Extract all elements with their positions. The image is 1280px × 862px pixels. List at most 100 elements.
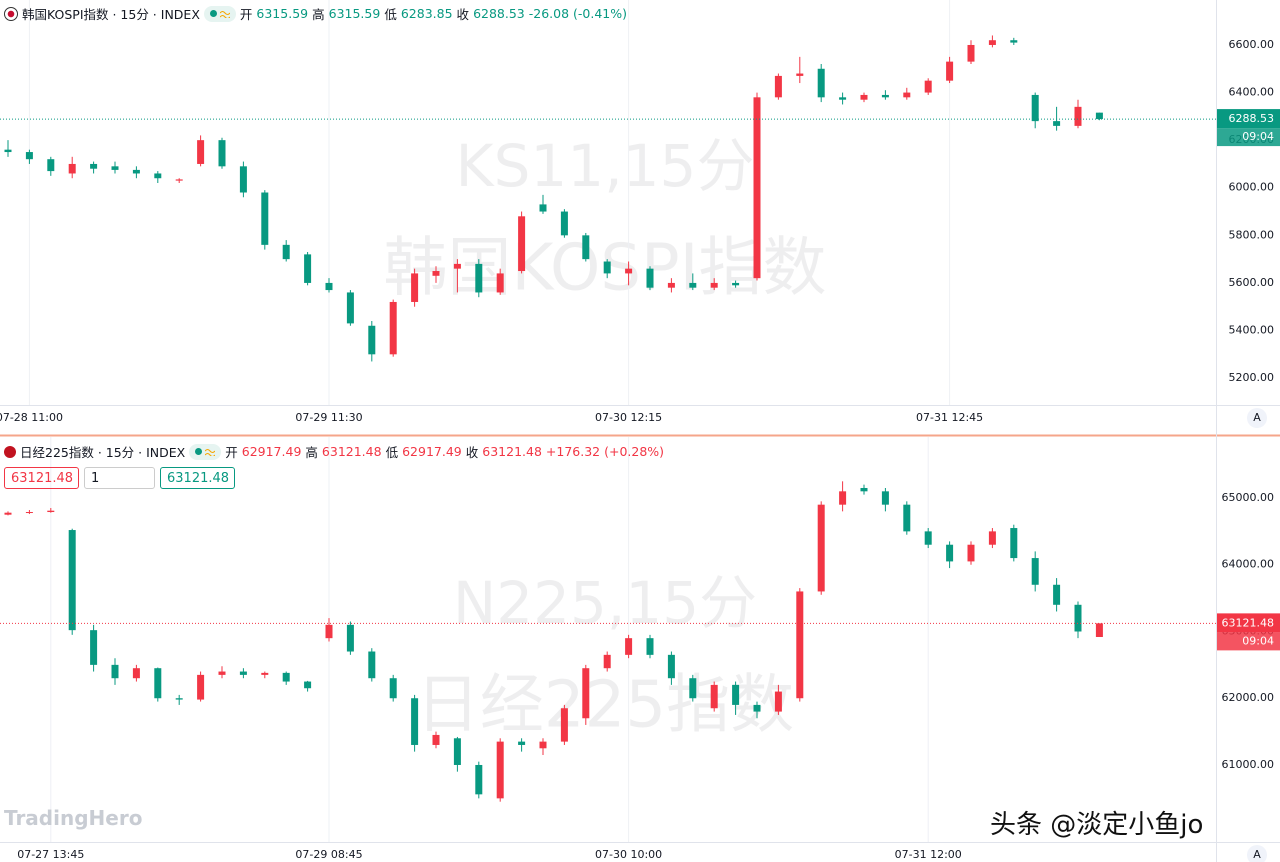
candle-body <box>560 708 568 742</box>
candle-body <box>411 273 419 302</box>
candle-body <box>603 261 611 274</box>
candle-body <box>432 734 440 745</box>
wave-icon <box>219 10 230 18</box>
x-tick-label: 07-27 13:45 <box>17 848 84 861</box>
status-pill[interactable] <box>203 5 236 22</box>
legend-value: 62917.49 <box>241 444 302 459</box>
candle-body <box>389 678 397 699</box>
candle-body <box>68 530 76 631</box>
candle-body <box>560 211 568 236</box>
candle-body <box>389 301 397 355</box>
candle-body <box>496 273 504 293</box>
candle-body <box>988 531 996 545</box>
x-tick-label: 07-29 11:30 <box>295 411 362 424</box>
y-tick-label: 5600.00 <box>1229 276 1275 289</box>
candle-body <box>175 698 183 700</box>
last-price-box <box>1217 109 1280 129</box>
candle-body <box>197 140 205 164</box>
candle-body <box>903 92 911 98</box>
status-pill[interactable] <box>189 443 222 460</box>
legend-value: 63121.48 <box>482 444 542 459</box>
candle-body <box>1010 528 1018 559</box>
quantity-input[interactable]: 1 <box>84 467 155 489</box>
candle-body <box>25 512 33 514</box>
candle-body <box>518 216 526 272</box>
candle-body <box>496 741 504 799</box>
candle-body <box>1053 121 1061 126</box>
y-tick-label: 6000.00 <box>1229 181 1275 194</box>
legend-value: 6315.59 <box>256 6 309 21</box>
last-price-box <box>1217 613 1280 633</box>
candle-body <box>325 624 333 639</box>
candle-body <box>539 204 547 212</box>
legend-label: 高 <box>312 7 325 22</box>
candle-body <box>603 654 611 669</box>
legend-value: 62917.49 <box>402 444 462 459</box>
candle-body <box>175 179 183 181</box>
x-tick-label: 07-29 08:45 <box>295 848 362 861</box>
time-label: 09:04 <box>1242 634 1274 647</box>
candle-body <box>411 698 419 745</box>
candle-body <box>282 672 290 682</box>
candle-body <box>667 654 675 679</box>
candle-body <box>796 591 804 699</box>
candle-body <box>325 282 333 291</box>
candle-body <box>539 741 547 749</box>
candle-body <box>753 97 761 279</box>
x-tick-label: 07-31 12:00 <box>895 848 962 861</box>
candle-body <box>924 531 932 545</box>
wave-icon <box>205 448 216 456</box>
chart-title: 日经225指数 · 15分 · INDEX <box>20 445 186 460</box>
y-tick-label: 62000.00 <box>1222 691 1275 704</box>
candle-body <box>774 691 782 712</box>
candle-body <box>218 140 226 167</box>
candle-body <box>903 504 911 532</box>
candle-body <box>4 512 12 515</box>
x-tick-label: 07-30 12:15 <box>595 411 662 424</box>
last-price-label: 6288.53 <box>1229 112 1275 125</box>
legend-label: 低 <box>385 445 399 460</box>
candle-body <box>282 244 290 260</box>
candle-body <box>839 491 847 505</box>
candle-body <box>710 684 718 709</box>
legend-change: +176.32 (+0.28%) <box>545 444 665 459</box>
candle-body <box>346 292 354 324</box>
candle-body <box>817 504 825 592</box>
candle-body <box>646 638 654 655</box>
auto-button[interactable] <box>1247 845 1267 862</box>
flag-icon <box>4 6 18 21</box>
candle-body <box>732 684 740 705</box>
sell-price-box[interactable]: 63121.48 <box>4 467 79 489</box>
time-box <box>1217 128 1280 147</box>
candle-body <box>453 738 461 765</box>
time-box <box>1217 632 1280 651</box>
legend-label: 开 <box>225 445 238 460</box>
legend-value: 63121.48 <box>321 444 382 459</box>
y-tick-label: 64000.00 <box>1222 558 1275 571</box>
watermark: KS11,15分 <box>456 132 755 200</box>
x-tick-label: 07-31 12:45 <box>916 411 983 424</box>
auto-button-label: A <box>1253 411 1261 424</box>
candle-body <box>432 271 440 276</box>
candle-body <box>111 166 119 170</box>
legend-value: 6283.85 <box>400 6 453 21</box>
candle-body <box>346 624 354 652</box>
last-price-label: 63121.48 <box>1222 616 1275 629</box>
x-tick-label: 07-28 11:00 <box>0 411 63 424</box>
candle-body <box>753 704 761 712</box>
candle-body <box>218 671 226 675</box>
candle-body <box>475 263 483 293</box>
candle-body <box>946 61 954 81</box>
legend: 日经225指数 · 15分 · INDEX 开 62917.49 高 63121.4… <box>4 442 664 461</box>
watermark: 日经225指数 <box>416 669 794 743</box>
candle-body <box>582 668 590 719</box>
candle-body <box>1074 106 1082 126</box>
legend-label: 收 <box>456 7 470 22</box>
buy-price-box[interactable]: 63121.48 <box>160 467 235 489</box>
candle-body <box>1074 604 1082 632</box>
auto-button[interactable] <box>1247 408 1267 428</box>
y-tick-label: 6600.00 <box>1229 38 1275 51</box>
candle-body <box>68 163 76 174</box>
candle-body <box>646 268 654 288</box>
